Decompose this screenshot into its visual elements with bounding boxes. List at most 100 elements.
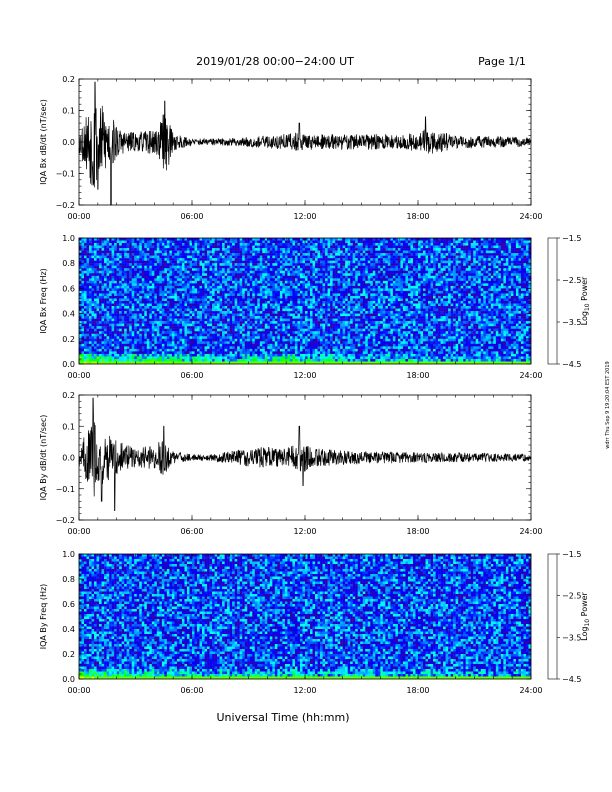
- heatmap-cell: [111, 318, 115, 322]
- heatmap-cell: [129, 328, 132, 332]
- heatmap-cell: [154, 275, 158, 279]
- heatmap-cell: [91, 290, 95, 294]
- heatmap-cell: [239, 278, 243, 282]
- heatmap-cell: [312, 308, 316, 312]
- heatmap-cell: [267, 273, 271, 276]
- heatmap-cell: [234, 258, 238, 261]
- heatmap-cell: [247, 316, 250, 319]
- heatmap-cell: [259, 353, 263, 357]
- heatmap-cell: [154, 290, 158, 294]
- heatmap-cell: [139, 346, 142, 350]
- heatmap-cell: [129, 275, 132, 279]
- heatmap-cell: [86, 273, 90, 276]
- heatmap-cell: [119, 321, 122, 324]
- heatmap-cell: [297, 240, 301, 244]
- heatmap-cell: [89, 318, 92, 322]
- heatmap-cell: [194, 258, 198, 261]
- heatmap-cell: [89, 263, 92, 266]
- heatmap-cell: [79, 275, 82, 279]
- heatmap-cell: [181, 361, 185, 365]
- heatmap-cell: [161, 328, 165, 332]
- heatmap-cell: [222, 290, 225, 294]
- heatmap-cell: [139, 260, 142, 264]
- heatmap-cell: [315, 280, 318, 284]
- heatmap-cell: [139, 303, 142, 307]
- heatmap-cell: [109, 263, 112, 266]
- heatmap-cell: [192, 318, 195, 322]
- heatmap-cell: [179, 333, 183, 337]
- heatmap-cell: [116, 270, 120, 274]
- heatmap-cell: [214, 346, 218, 350]
- heatmap-cell: [322, 268, 326, 271]
- heatmap-cell: [181, 298, 185, 302]
- heatmap-cell: [197, 346, 200, 350]
- heatmap-cell: [325, 303, 328, 307]
- heatmap-cell: [207, 336, 210, 339]
- heatmap-cell: [219, 280, 223, 284]
- heatmap-cell: [242, 341, 245, 345]
- heatmap-cell: [262, 306, 266, 309]
- heatmap-cell: [96, 283, 100, 287]
- heatmap-cell: [171, 331, 175, 334]
- heatmap-cell: [141, 258, 145, 261]
- heatmap-cell: [294, 333, 298, 337]
- heatmap-cell: [111, 248, 115, 251]
- heatmap-cell: [189, 268, 193, 271]
- heatmap-cell: [126, 343, 130, 347]
- heatmap-cell: [171, 323, 175, 327]
- heatmap-cell: [166, 328, 170, 332]
- heatmap-cell: [179, 273, 183, 276]
- heatmap-cell: [325, 306, 328, 309]
- heatmap-cell: [186, 260, 190, 264]
- heatmap-cell: [299, 316, 303, 319]
- heatmap-cell: [267, 255, 271, 259]
- heatmap-cell: [279, 280, 283, 284]
- heatmap-cell: [91, 240, 95, 244]
- heatmap-cell: [166, 306, 170, 309]
- heatmap-cell: [161, 293, 165, 297]
- heatmap-cell: [312, 343, 316, 347]
- heatmap-cell: [126, 275, 130, 279]
- heatmap-cell: [156, 288, 160, 292]
- heatmap-cell: [194, 265, 198, 269]
- heatmap-cell: [249, 326, 253, 329]
- heatmap-cell: [197, 313, 200, 317]
- heatmap-cell: [146, 323, 150, 327]
- heatmap-cell: [219, 285, 223, 289]
- heatmap-cell: [264, 353, 268, 357]
- heatmap-cell: [307, 356, 311, 360]
- heatmap-cell: [89, 295, 92, 299]
- heatmap-cell: [124, 356, 127, 360]
- heatmap-cell: [305, 280, 308, 284]
- heatmap-cell: [176, 258, 180, 261]
- heatmap-cell: [312, 245, 316, 249]
- heatmap-cell: [299, 290, 303, 294]
- heatmap-cell: [149, 243, 153, 246]
- heatmap-cell: [184, 348, 188, 352]
- heatmap-cell: [84, 270, 87, 274]
- heatmap-cell: [184, 318, 188, 322]
- heatmap-cell: [277, 248, 281, 251]
- heatmap-cell: [156, 321, 160, 324]
- heatmap-cell: [219, 290, 223, 294]
- heatmap-cell: [121, 353, 125, 357]
- heatmap-cell: [199, 311, 203, 314]
- heatmap-cell: [282, 328, 286, 332]
- heatmap-cell: [264, 328, 268, 332]
- heatmap-cell: [197, 328, 200, 332]
- heatmap-cell: [166, 255, 170, 259]
- heatmap-cell: [166, 338, 170, 342]
- heatmap-cell: [264, 323, 268, 327]
- heatmap-cell: [322, 290, 326, 294]
- heatmap-cell: [169, 338, 173, 342]
- heatmap-cell: [174, 308, 178, 312]
- heatmap-cell: [317, 263, 321, 266]
- heatmap-cell: [244, 321, 248, 324]
- heatmap-cell: [126, 333, 130, 337]
- heatmap-cell: [154, 280, 158, 284]
- heatmap-cell: [310, 316, 313, 319]
- heatmap-cell: [149, 263, 153, 266]
- heatmap-cell: [194, 308, 198, 312]
- heatmap-cell: [161, 258, 165, 261]
- heatmap-cell: [272, 240, 276, 244]
